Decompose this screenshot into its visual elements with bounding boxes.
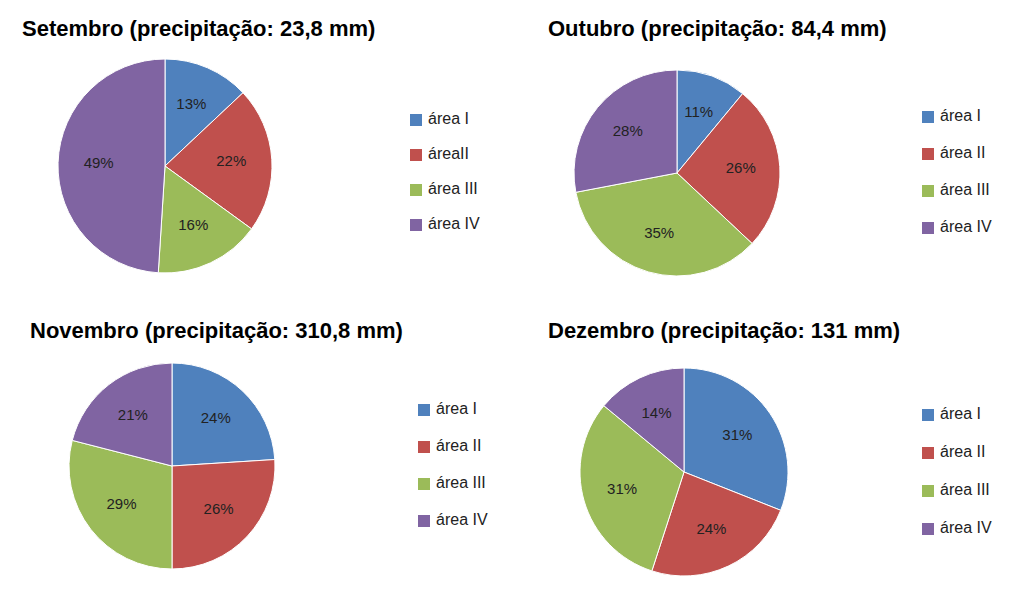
svg-text:área III: área III <box>436 474 486 491</box>
svg-text:área IV: área IV <box>940 519 992 536</box>
svg-text:área I: área I <box>428 110 469 127</box>
svg-text:11%: 11% <box>684 103 713 120</box>
svg-text:área IV: área IV <box>428 215 480 232</box>
svg-text:24%: 24% <box>201 409 231 426</box>
svg-text:área II: área II <box>436 437 481 454</box>
svg-text:área II: área II <box>940 144 985 161</box>
svg-text:área III: área III <box>940 181 990 198</box>
svg-text:28%: 28% <box>613 122 643 139</box>
svg-text:49%: 49% <box>84 154 114 171</box>
svg-text:áreaII: áreaII <box>428 145 469 162</box>
svg-text:área I: área I <box>940 107 981 124</box>
svg-text:14%: 14% <box>642 404 672 421</box>
svg-text:Dezembro (precipitação: 131 mm: Dezembro (precipitação: 131 mm) <box>548 318 900 343</box>
svg-text:área IV: área IV <box>940 218 992 235</box>
svg-text:26%: 26% <box>204 500 234 517</box>
svg-text:área III: área III <box>428 180 478 197</box>
svg-text:29%: 29% <box>107 495 137 512</box>
svg-text:Novembro (precipitação: 310,8: Novembro (precipitação: 310,8 mm) <box>30 318 403 343</box>
svg-text:21%: 21% <box>118 406 148 423</box>
svg-text:24%: 24% <box>696 520 726 537</box>
svg-text:35%: 35% <box>644 224 674 241</box>
svg-text:31%: 31% <box>722 426 752 443</box>
svg-text:área II: área II <box>940 443 985 460</box>
svg-text:22%: 22% <box>216 152 246 169</box>
svg-text:área IV: área IV <box>436 511 488 528</box>
svg-text:13%: 13% <box>176 95 206 112</box>
svg-text:Outubro (precipitação: 84,4 mm: Outubro (precipitação: 84,4 mm) <box>548 16 887 41</box>
svg-text:área I: área I <box>940 405 981 422</box>
svg-text:área III: área III <box>940 481 990 498</box>
svg-text:Setembro (precipitação: 23,8 m: Setembro (precipitação: 23,8 mm) <box>22 16 375 41</box>
svg-text:área I: área I <box>436 400 477 417</box>
svg-text:26%: 26% <box>726 159 756 176</box>
svg-text:16%: 16% <box>178 216 208 233</box>
svg-text:31%: 31% <box>607 480 637 497</box>
